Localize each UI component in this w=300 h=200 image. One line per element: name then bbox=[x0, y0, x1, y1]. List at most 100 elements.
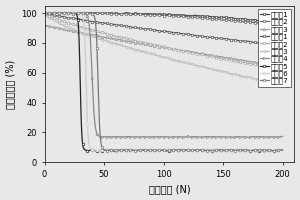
Line: 对比例4: 对比例4 bbox=[43, 11, 284, 139]
对比例4 bbox=[121, 136, 124, 138]
对比例4 bbox=[281, 135, 284, 137]
对比例5 bbox=[112, 150, 116, 152]
对比例2 bbox=[214, 56, 218, 59]
对比例5 bbox=[72, 12, 76, 14]
实施例3 bbox=[216, 55, 219, 58]
对比例7 bbox=[71, 12, 75, 15]
实施例1 bbox=[121, 12, 124, 15]
对比例2 bbox=[137, 41, 141, 43]
实施例2 bbox=[138, 13, 141, 15]
对比例7 bbox=[194, 149, 197, 151]
对比例6 bbox=[55, 11, 59, 14]
Y-axis label: 容量保持率 (%): 容量保持率 (%) bbox=[6, 59, 16, 109]
实施例3 bbox=[192, 51, 196, 54]
对比例6 bbox=[281, 149, 284, 152]
对比例5 bbox=[281, 149, 284, 151]
对比例3 bbox=[192, 64, 196, 66]
X-axis label: 循环圈数 (N): 循环圈数 (N) bbox=[149, 184, 190, 194]
实施例2 bbox=[72, 12, 76, 14]
对比例1 bbox=[281, 44, 284, 47]
对比例1 bbox=[216, 37, 219, 39]
对比例7 bbox=[43, 12, 46, 14]
对比例5 bbox=[56, 11, 59, 14]
对比例6 bbox=[216, 150, 220, 152]
实施例3 bbox=[43, 24, 46, 26]
对比例5 bbox=[194, 149, 197, 151]
实施例3 bbox=[214, 55, 218, 57]
对比例7 bbox=[138, 149, 142, 151]
对比例7 bbox=[81, 11, 85, 14]
对比例3 bbox=[120, 44, 124, 47]
对比例4 bbox=[215, 136, 219, 138]
Line: 对比例5: 对比例5 bbox=[43, 11, 284, 152]
Line: 对比例1: 对比例1 bbox=[43, 12, 284, 47]
对比例6 bbox=[193, 149, 196, 151]
对比例3 bbox=[214, 69, 218, 71]
实施例1 bbox=[281, 22, 284, 24]
对比例1 bbox=[71, 17, 75, 19]
对比例1 bbox=[276, 45, 280, 47]
对比例1 bbox=[192, 34, 196, 37]
实施例2 bbox=[43, 11, 46, 14]
实施例2 bbox=[216, 18, 220, 20]
Line: 实施例2: 实施例2 bbox=[43, 11, 284, 28]
对比例1 bbox=[43, 12, 46, 14]
实施例1 bbox=[138, 13, 141, 15]
对比例7 bbox=[135, 150, 139, 152]
实施例1 bbox=[216, 16, 220, 19]
对比例2 bbox=[216, 57, 219, 59]
Line: 对比例2: 对比例2 bbox=[43, 12, 284, 71]
对比例7 bbox=[121, 149, 124, 151]
实施例1 bbox=[92, 11, 95, 14]
对比例6 bbox=[43, 11, 46, 14]
对比例1 bbox=[137, 27, 141, 29]
实施例1 bbox=[193, 14, 196, 17]
对比例3 bbox=[281, 83, 284, 86]
对比例5 bbox=[216, 149, 219, 152]
对比例7 bbox=[216, 149, 219, 151]
实施例3 bbox=[281, 66, 284, 68]
对比例4 bbox=[43, 12, 46, 14]
Legend: 实施例1, 实施例2, 实施例3, 对比例1, 对比例2, 对比例3, 对比例4, 对比例5, 对比例6, 对比例7: 实施例1, 实施例2, 实施例3, 对比例1, 对比例2, 对比例3, 对比例4… bbox=[258, 9, 291, 87]
对比例6 bbox=[121, 149, 124, 151]
对比例1 bbox=[120, 24, 124, 27]
对比例4 bbox=[72, 12, 76, 15]
实施例1 bbox=[71, 12, 75, 14]
实施例3 bbox=[137, 42, 141, 45]
对比例4 bbox=[138, 136, 141, 138]
对比例6 bbox=[217, 150, 220, 152]
对比例4 bbox=[193, 136, 196, 138]
对比例7 bbox=[281, 149, 284, 151]
对比例3 bbox=[216, 69, 219, 72]
对比例2 bbox=[43, 12, 46, 14]
实施例3 bbox=[120, 39, 124, 42]
对比例2 bbox=[281, 68, 284, 71]
Line: 对比例7: 对比例7 bbox=[43, 11, 284, 152]
对比例3 bbox=[137, 49, 141, 51]
对比例5 bbox=[122, 149, 125, 151]
对比例6 bbox=[72, 12, 76, 14]
对比例5 bbox=[217, 149, 220, 151]
对比例2 bbox=[71, 23, 75, 26]
实施例2 bbox=[215, 18, 219, 20]
对比例2 bbox=[192, 52, 196, 54]
对比例4 bbox=[45, 11, 49, 14]
对比例3 bbox=[71, 28, 75, 30]
实施例1 bbox=[215, 16, 219, 18]
对比例6 bbox=[215, 149, 219, 152]
Line: 对比例6: 对比例6 bbox=[43, 11, 284, 152]
对比例3 bbox=[43, 12, 46, 14]
对比例4 bbox=[246, 136, 250, 139]
实施例2 bbox=[281, 25, 284, 28]
实施例2 bbox=[193, 16, 196, 18]
Line: 对比例3: 对比例3 bbox=[43, 12, 284, 86]
实施例2 bbox=[60, 11, 64, 14]
实施例2 bbox=[121, 13, 124, 15]
对比例1 bbox=[214, 37, 218, 39]
对比例7 bbox=[217, 149, 220, 151]
对比例5 bbox=[138, 149, 142, 151]
对比例6 bbox=[138, 149, 141, 152]
对比例2 bbox=[120, 36, 124, 39]
Line: 实施例3: 实施例3 bbox=[43, 24, 284, 68]
对比例5 bbox=[43, 12, 46, 14]
